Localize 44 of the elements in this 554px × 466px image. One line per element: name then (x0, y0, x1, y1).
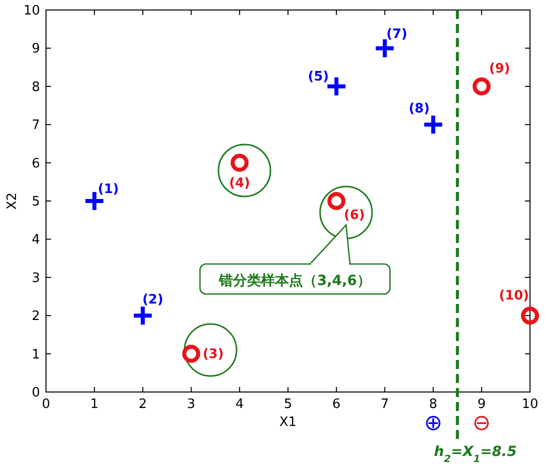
y-axis-title: X2 (5, 192, 20, 210)
annotation: (8) (408, 102, 430, 117)
y-tick-label: 3 (32, 270, 40, 286)
y-tick-label: 6 (32, 156, 40, 172)
x-tick-label: 0 (42, 397, 50, 412)
annotation: 错分类样本点（3,4,6） (218, 273, 371, 289)
y-tick-label: 7 (32, 118, 40, 134)
x-tick-label: 4 (235, 397, 244, 412)
ref-line-label: h$_{2}$=X$_{1}$=8.5 (434, 444, 518, 464)
y-tick-label: 0 (32, 386, 40, 400)
y-tick-label: 10 (23, 4, 40, 18)
x-tick-label: 7 (380, 397, 389, 412)
annotation: (2) (142, 292, 164, 308)
y-tick-label: 9 (32, 42, 40, 57)
x-tick-label: 6 (332, 397, 341, 412)
point (182, 344, 200, 363)
x-tick-label: 9 (477, 397, 486, 412)
y-tick-label: 5 (32, 194, 40, 210)
x-tick-label: 8 (429, 397, 438, 412)
x-tick-label: 1 (90, 397, 99, 412)
annotation: (9) (489, 61, 510, 76)
point (327, 192, 346, 210)
annotation: (3) (202, 346, 224, 362)
y-tick-label: 1 (32, 347, 40, 362)
y-tick-label: 8 (32, 80, 40, 95)
point (472, 77, 491, 96)
annotation: (7) (386, 27, 408, 42)
point (521, 306, 539, 325)
point (422, 114, 444, 136)
x-tick-label: 10 (522, 397, 538, 412)
y-tick-label: 2 (32, 309, 40, 324)
annotation: (6) (344, 208, 365, 223)
x-axis-title: X1 (279, 415, 297, 430)
x-tick-label: 5 (284, 397, 292, 412)
annotation: (5) (308, 69, 329, 84)
text: ⊖ (472, 411, 491, 436)
text: ⊕ (424, 411, 442, 436)
annotation: (4) (229, 176, 250, 191)
x-tick-label: 3 (187, 397, 196, 412)
annotation: (1) (98, 182, 119, 197)
x-tick-label: 2 (138, 397, 147, 412)
point (132, 304, 154, 327)
y-tick-label: 4 (32, 232, 40, 248)
annotation: (10) (499, 288, 529, 304)
